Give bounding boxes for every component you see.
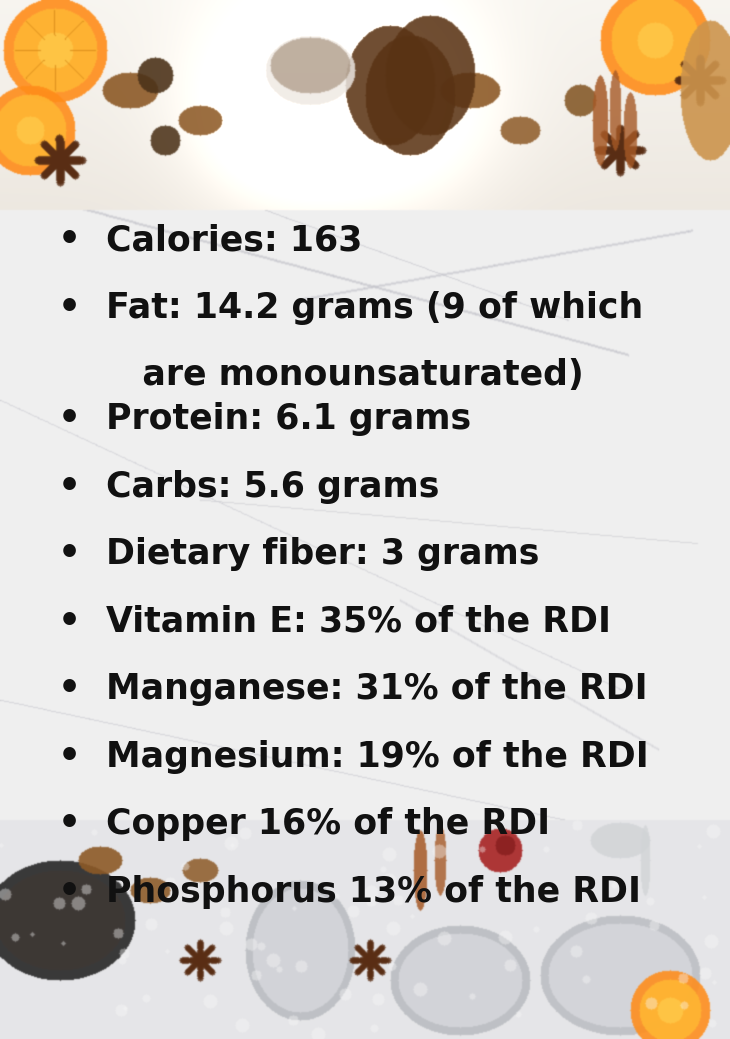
Text: Vitamin E: 35% of the RDI: Vitamin E: 35% of the RDI xyxy=(106,605,611,639)
Text: •: • xyxy=(58,223,81,258)
Text: Carbs: 5.6 grams: Carbs: 5.6 grams xyxy=(106,470,439,504)
Text: Dietary fiber: 3 grams: Dietary fiber: 3 grams xyxy=(106,537,539,571)
Text: •: • xyxy=(58,605,81,639)
Text: •: • xyxy=(58,291,81,325)
Text: •: • xyxy=(58,402,81,436)
Text: •: • xyxy=(58,470,81,504)
Text: are monounsaturated): are monounsaturated) xyxy=(106,358,583,393)
Text: Phosphorus 13% of the RDI: Phosphorus 13% of the RDI xyxy=(106,875,641,909)
Text: Fat: 14.2 grams (9 of which: Fat: 14.2 grams (9 of which xyxy=(106,291,643,325)
Text: •: • xyxy=(58,875,81,909)
Text: Protein: 6.1 grams: Protein: 6.1 grams xyxy=(106,402,471,436)
Text: Calories: 163: Calories: 163 xyxy=(106,223,362,258)
Text: Magnesium: 19% of the RDI: Magnesium: 19% of the RDI xyxy=(106,740,648,774)
Text: •: • xyxy=(58,537,81,571)
Text: •: • xyxy=(58,740,81,774)
Text: •: • xyxy=(58,807,81,842)
Text: Copper 16% of the RDI: Copper 16% of the RDI xyxy=(106,807,550,842)
Text: Manganese: 31% of the RDI: Manganese: 31% of the RDI xyxy=(106,672,648,707)
Text: •: • xyxy=(58,672,81,707)
